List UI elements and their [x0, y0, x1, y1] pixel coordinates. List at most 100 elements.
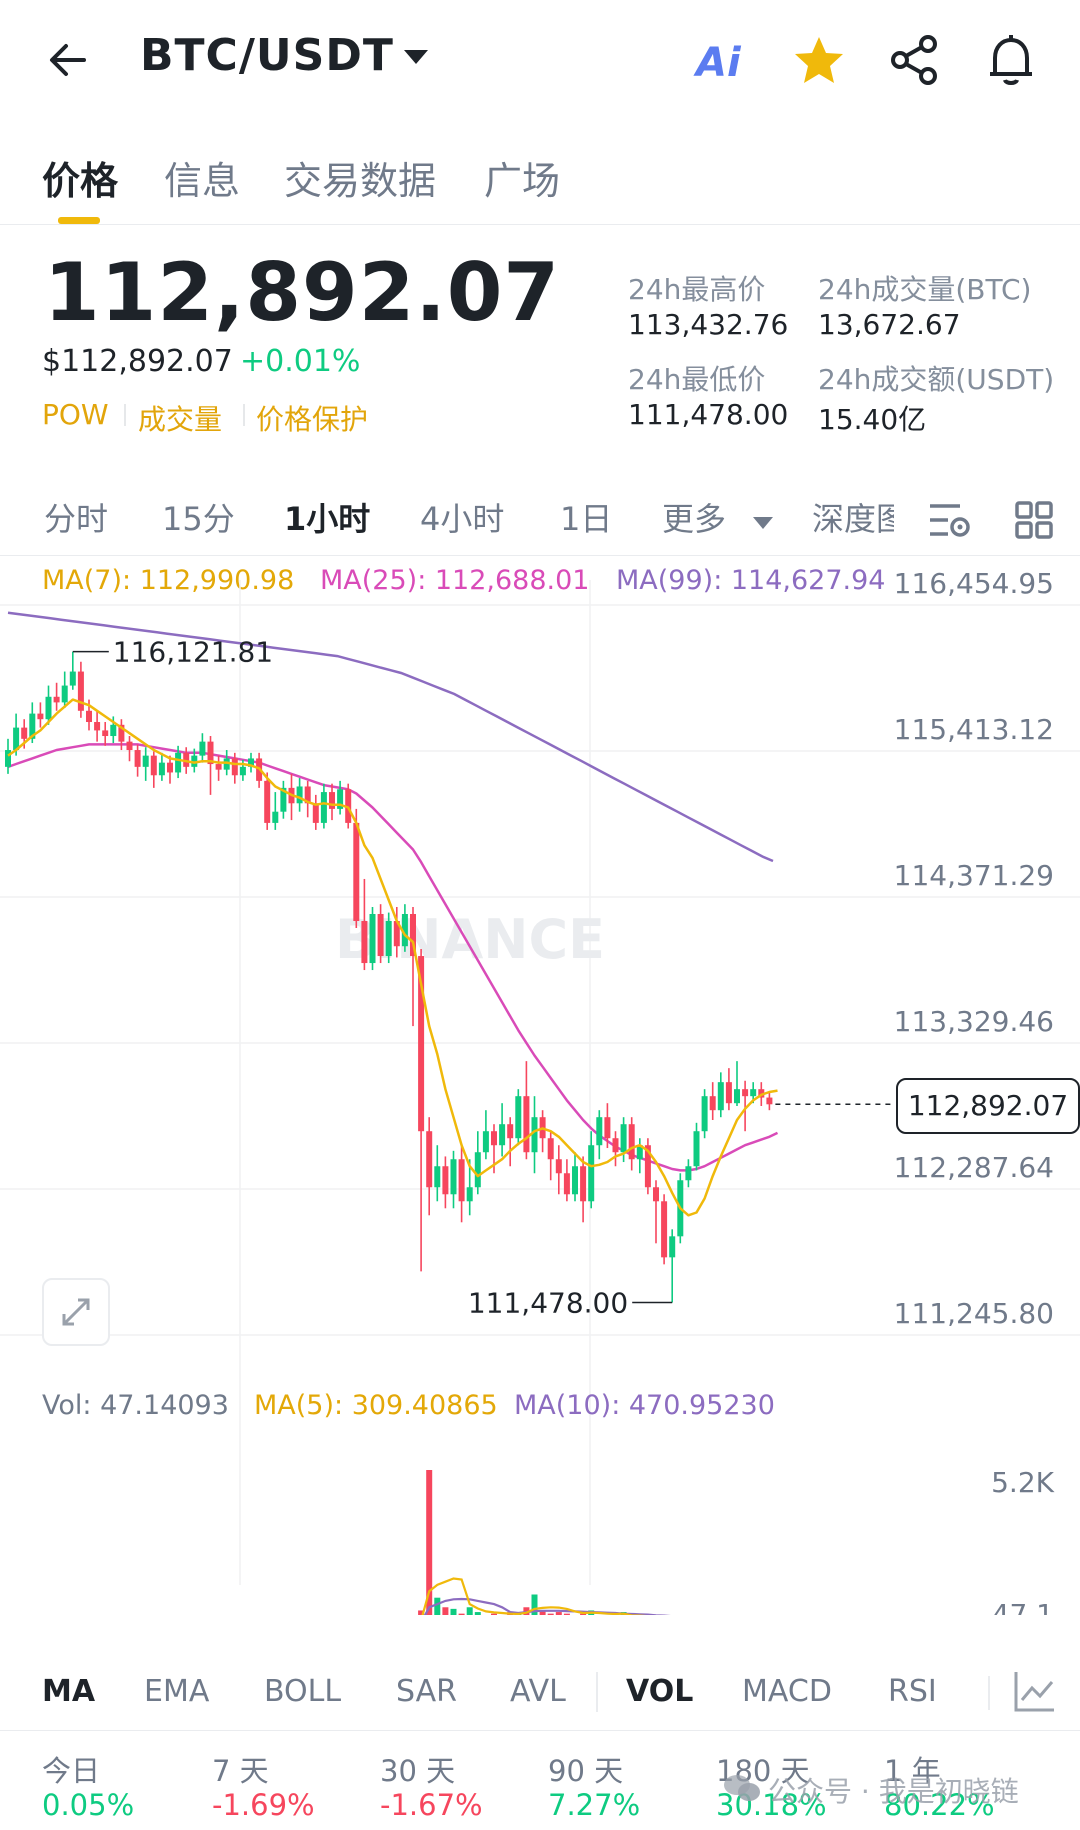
tab-price[interactable]: 价格	[42, 159, 119, 203]
divider	[0, 1730, 1080, 1731]
perf-30d-label: 30 天	[380, 1754, 456, 1788]
candle-body	[604, 1117, 611, 1139]
bell-icon[interactable]	[984, 32, 1038, 88]
divider	[0, 224, 1080, 225]
chart-settings-icon[interactable]	[926, 498, 974, 542]
interval-depth[interactable]: 深度图	[812, 500, 894, 538]
candle-body	[410, 913, 416, 957]
back-arrow-icon[interactable]	[44, 36, 92, 84]
candle-body	[418, 956, 425, 1132]
candle-body	[507, 1124, 514, 1139]
candle-body	[175, 752, 182, 773]
candle-body	[620, 1124, 627, 1153]
volume-bar	[555, 1612, 562, 1615]
high-price-label: 116,121.81	[113, 636, 273, 669]
candle-body	[644, 1145, 651, 1188]
indicator-avl[interactable]: AVL	[510, 1674, 566, 1709]
ai-icon[interactable]: Ai	[696, 40, 741, 86]
candle-body	[280, 787, 287, 812]
candle-body	[450, 1159, 457, 1195]
candle-body	[693, 1131, 700, 1167]
candle-body	[750, 1089, 757, 1097]
tab-active-indicator	[58, 217, 100, 224]
perf-90d-value: 7.27%	[548, 1788, 641, 1822]
indicator-rsi[interactable]: RSI	[888, 1674, 937, 1709]
tag-separator	[124, 404, 126, 426]
interval-more[interactable]: 更多	[662, 500, 727, 538]
indicator-sar[interactable]: SAR	[396, 1674, 457, 1709]
more-caret-icon[interactable]	[752, 516, 774, 530]
perf-1y-label: 1 年	[884, 1754, 941, 1788]
candle-body	[572, 1166, 578, 1195]
perf-1y-value: 80.22%	[884, 1788, 995, 1822]
tag-price-protection[interactable]: 价格保护	[256, 403, 369, 436]
price-change-percent: +0.01%	[240, 344, 361, 379]
candle-body	[223, 758, 230, 770]
indicator-separator	[596, 1672, 598, 1712]
share-icon[interactable]	[888, 34, 940, 86]
star-icon[interactable]	[792, 34, 846, 88]
candle-body	[701, 1096, 708, 1132]
candle-body	[547, 1138, 554, 1160]
layout-grid-icon[interactable]	[1014, 500, 1054, 540]
y-axis-label: 116,454.95	[894, 567, 1054, 600]
candle-body	[717, 1082, 724, 1111]
candlestick-chart[interactable]: BINANCE 116,121.81 111,478.00 116,454.95 1…	[0, 555, 1080, 1615]
candle-body	[523, 1096, 530, 1153]
indicator-ma[interactable]: MA	[42, 1674, 96, 1709]
last-price: 112,892.07	[44, 246, 561, 339]
candle-body	[563, 1173, 570, 1195]
candle-body	[491, 1131, 497, 1146]
ma99-legend: MA(99): 114,627.94	[616, 565, 886, 596]
ma99-line	[7, 611, 774, 863]
candle-body	[199, 741, 206, 756]
candle-body	[580, 1166, 587, 1202]
pair-title[interactable]: BTC/USDT	[140, 30, 394, 81]
stat-24h-high-value: 113,432.76	[628, 308, 789, 341]
dropdown-caret-icon[interactable]	[402, 48, 430, 68]
interval-4h[interactable]: 4小时	[420, 500, 505, 538]
candle-body	[393, 921, 400, 947]
stat-24h-low-value: 111,478.00	[628, 398, 789, 431]
candle-body	[304, 786, 311, 804]
tab-info[interactable]: 信息	[164, 159, 241, 203]
ma7-line	[7, 698, 778, 1217]
candle-body	[742, 1089, 749, 1097]
volume-legend: Vol: 47.14093	[42, 1390, 229, 1421]
candle-body	[766, 1097, 773, 1105]
candle-body	[110, 724, 117, 737]
candle-body	[248, 758, 254, 767]
candle-body	[636, 1145, 643, 1160]
perf-7d-label: 7 天	[212, 1754, 269, 1788]
indicator-vol[interactable]: VOL	[626, 1674, 694, 1709]
indicator-boll[interactable]: BOLL	[264, 1674, 342, 1709]
y-axis-label: 115,413.12	[894, 713, 1054, 746]
volume-bar	[539, 1610, 546, 1615]
interval-15m[interactable]: 15分	[162, 500, 235, 538]
y-axis-label: 113,329.46	[894, 1005, 1054, 1038]
indicator-ema[interactable]: EMA	[144, 1674, 210, 1709]
interval-timeline[interactable]: 分时	[44, 500, 109, 538]
indicator-chart-icon[interactable]	[1012, 1668, 1058, 1714]
candle-body	[466, 1187, 473, 1202]
candle-body	[499, 1124, 506, 1146]
candle-body	[329, 792, 335, 809]
stat-24h-volume-btc-value: 13,672.67	[818, 308, 961, 341]
stat-24h-volume-usdt-value: 15.40亿	[818, 403, 927, 436]
candle-body	[426, 1131, 433, 1188]
candle-body	[126, 741, 133, 751]
interval-1h[interactable]: 1小时	[284, 500, 371, 538]
tab-square[interactable]: 广场	[484, 159, 561, 203]
volume-bar	[458, 1613, 465, 1615]
candle-body	[158, 762, 165, 776]
candle-body	[482, 1131, 489, 1153]
expand-icon[interactable]	[42, 1278, 110, 1346]
tag-volume[interactable]: 成交量	[138, 403, 223, 436]
interval-1d[interactable]: 1日	[560, 500, 613, 538]
top-bar: BTC/USDT Ai	[0, 0, 1080, 120]
ma7-legend: MA(7): 112,990.98	[42, 565, 295, 596]
perf-today-value: 0.05%	[42, 1788, 135, 1822]
indicator-macd[interactable]: MACD	[742, 1674, 832, 1709]
tab-trading-data[interactable]: 交易数据	[284, 159, 437, 203]
tag-pow[interactable]: POW	[42, 398, 109, 431]
